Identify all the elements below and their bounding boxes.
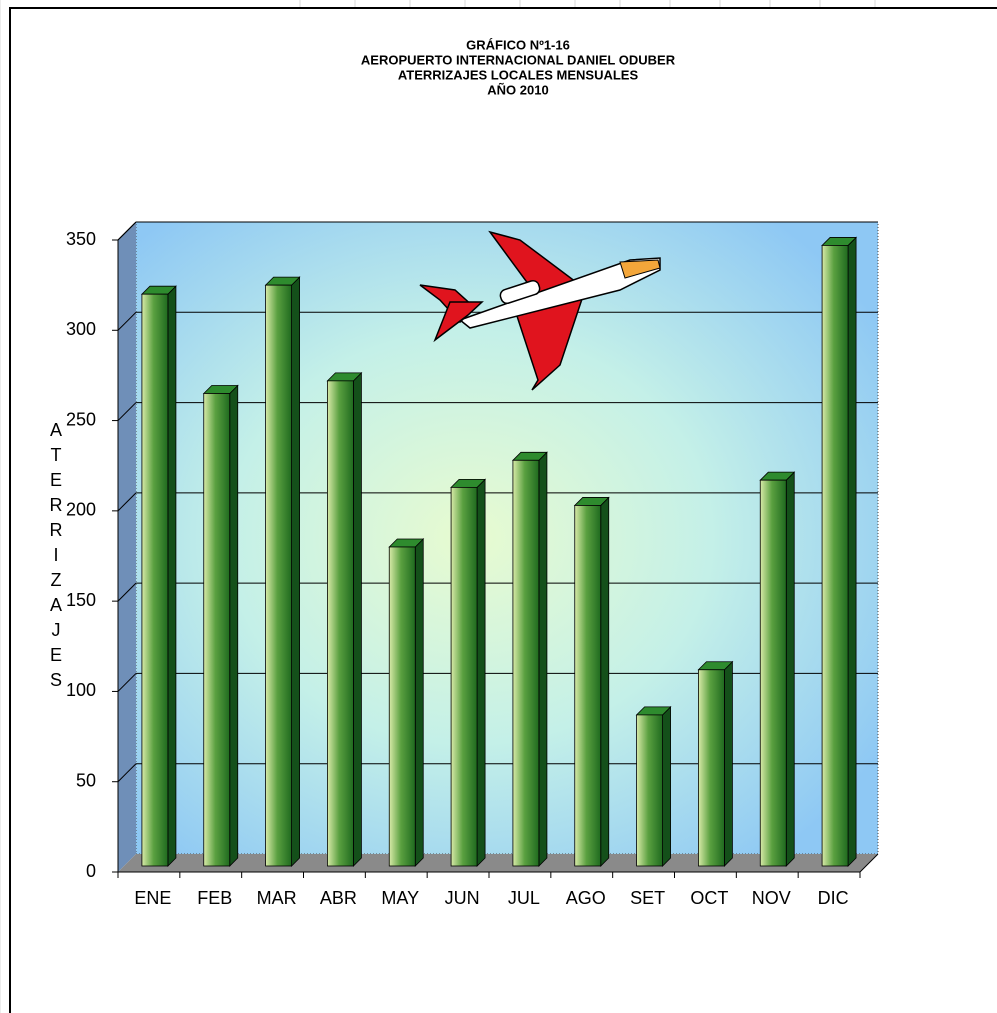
x-tick-label: JUN	[445, 888, 480, 908]
grid-line	[117, 402, 137, 421]
sheet-grid	[0, 0, 876, 1013]
y-tick-label: 50	[76, 770, 96, 790]
x-tick-label: SET	[630, 888, 665, 908]
bar-side	[538, 451, 548, 867]
bar	[821, 245, 849, 867]
bar	[141, 293, 169, 867]
bar-side	[847, 236, 857, 867]
y-tick-label: 150	[66, 590, 96, 610]
y-axis-title: ATERRIZAJES	[46, 420, 66, 695]
bar	[574, 505, 602, 867]
y-tick-label: 300	[66, 319, 96, 339]
x-tick-label: NOV	[752, 888, 791, 908]
bar-side	[167, 285, 177, 867]
bar	[759, 479, 787, 867]
bar	[450, 486, 478, 867]
x-tick-label: FEB	[197, 888, 232, 908]
chart-title: GRÁFICO Nº1-16	[466, 37, 570, 52]
bar-side	[724, 660, 733, 867]
grid-line	[117, 311, 137, 331]
x-tick-label: MAR	[257, 888, 297, 908]
x-tick-label: ENE	[134, 888, 171, 908]
bar-side	[662, 705, 671, 867]
y-tick-label: 200	[66, 500, 96, 520]
x-tick-label: OCT	[690, 888, 728, 908]
x-tick-label: AGO	[566, 888, 606, 908]
x-tick-label: JUL	[508, 888, 540, 908]
bar	[327, 380, 354, 867]
y-tick-label: 100	[66, 680, 96, 700]
y-tick-label: 350	[66, 229, 96, 249]
y-tick-label: 250	[66, 409, 96, 429]
bar-side	[476, 478, 486, 867]
x-tick-label: MAY	[381, 888, 419, 908]
bar	[388, 546, 416, 867]
chart-title: AÑO 2010	[487, 82, 548, 97]
chart-title: AEROPUERTO INTERNACIONAL DANIEL ODUBER	[361, 52, 676, 67]
x-tick-label: DIC	[818, 888, 849, 908]
chart-title: ATERRIZAJES LOCALES MENSUALES	[398, 67, 639, 82]
bar	[265, 284, 292, 867]
x-axis-back	[859, 853, 879, 873]
x-tick-label: ABR	[320, 888, 357, 908]
airplane	[419, 230, 661, 391]
bar	[203, 393, 231, 867]
side-wall	[118, 222, 136, 872]
bar-side	[353, 371, 362, 867]
bar-side	[291, 276, 300, 867]
bar-side	[229, 384, 239, 867]
y-axis-back	[117, 221, 137, 241]
grid-line	[117, 582, 137, 602]
grid-line	[117, 673, 137, 692]
bar	[512, 459, 540, 867]
bar	[636, 714, 663, 867]
floor	[118, 854, 878, 872]
grid-line	[117, 492, 137, 512]
grid-line	[117, 763, 137, 783]
bar-side	[414, 538, 424, 867]
bar-side	[785, 471, 795, 867]
bar	[698, 669, 725, 867]
bar-side	[600, 496, 610, 867]
y-tick-label: 0	[86, 861, 96, 881]
